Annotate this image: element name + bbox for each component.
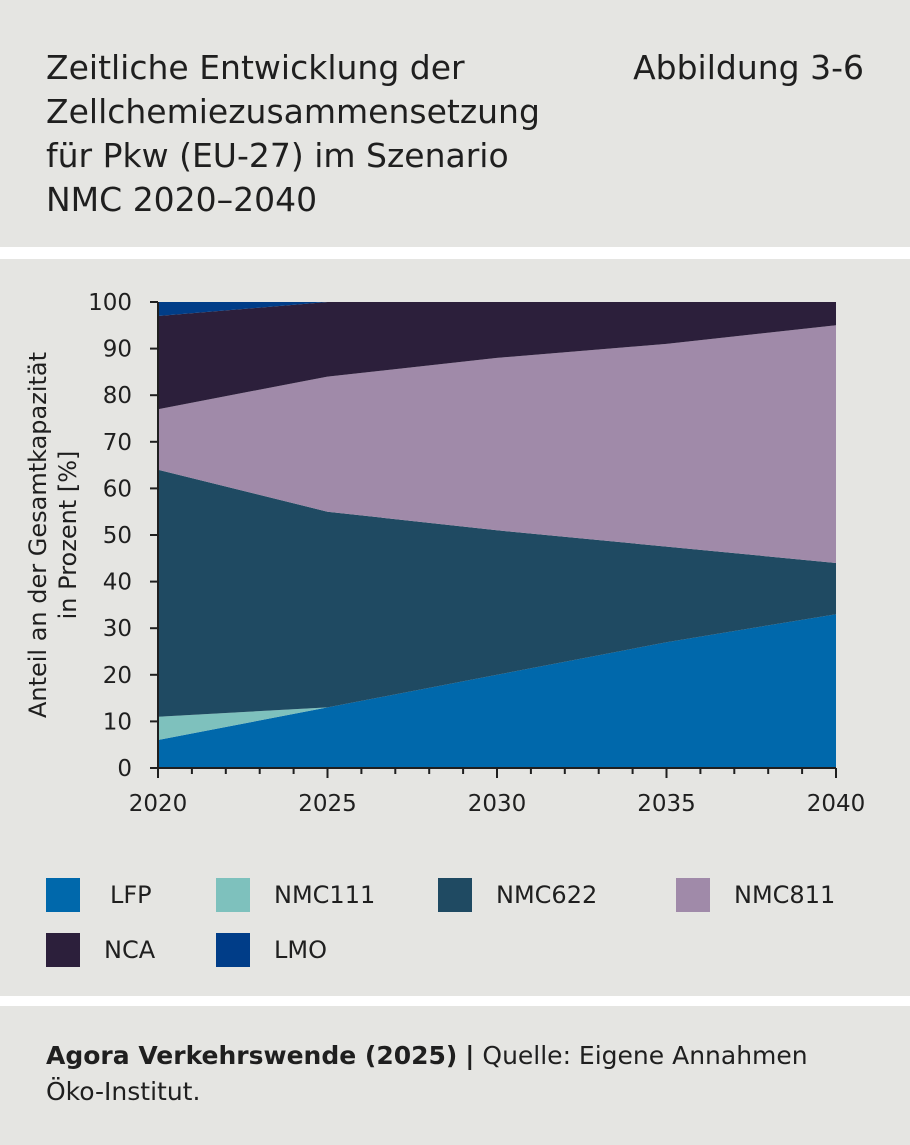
legend-label: LMO	[274, 936, 327, 964]
legend-item-nmc811: NMC811	[676, 877, 835, 913]
legend-swatch	[216, 933, 250, 967]
y-tick-label: 10	[103, 709, 132, 735]
y-tick-label: 90	[103, 337, 132, 363]
legend-item-nmc111: NMC111	[216, 877, 375, 913]
legend-item-nmc622: NMC622	[438, 877, 597, 913]
y-tick-label: 40	[103, 570, 132, 596]
area-nmc622	[158, 469, 836, 717]
y-tick-label: 30	[103, 616, 132, 642]
legend-label: NCA	[104, 936, 156, 964]
legend-swatch	[216, 878, 250, 912]
area-nmc811	[158, 325, 836, 563]
y-tick-label: 70	[103, 430, 132, 456]
y-tick-label: 80	[103, 383, 132, 409]
y-axis-label-line: in Prozent [%]	[54, 451, 82, 620]
source-separator: |	[465, 1041, 475, 1070]
footer-panel: Agora Verkehrswende (2025) | Quelle: Eig…	[0, 1006, 910, 1145]
y-axis-label-line: Anteil an der Gesamtkapazität	[24, 352, 52, 718]
chart-panel: 0 10 20 30 40 50 60 70 80 90 100 2020 2025 2030 2035 20…	[0, 259, 910, 996]
y-tick-label: 100	[88, 290, 132, 316]
area-lmo	[158, 302, 836, 316]
chart-legend: LFP NMC111 NMC622 NMC811 NCA LMO	[0, 865, 910, 985]
chart-title: Zeitliche Entwicklung der Zellchemiezusa…	[46, 48, 540, 219]
area-lfp	[158, 614, 836, 768]
y-tick-label: 20	[103, 663, 132, 689]
y-tick-label: 50	[103, 523, 132, 549]
x-tick-label: 2030	[468, 791, 527, 817]
legend-swatch	[676, 878, 710, 912]
source-note: Agora Verkehrswende (2025) | Quelle: Eig…	[46, 1038, 866, 1110]
x-tick-label: 2020	[129, 791, 188, 817]
legend-label: NMC111	[274, 881, 376, 909]
legend-swatch	[46, 933, 80, 967]
legend-label: LFP	[110, 881, 152, 909]
area-nca	[158, 302, 836, 410]
x-tick-label: 2035	[637, 791, 696, 817]
legend-item-lmo: LMO	[216, 932, 327, 968]
header-panel: Zeitliche Entwicklung der Zellchemiezusa…	[0, 0, 910, 247]
legend-label: NMC622	[496, 881, 598, 909]
publisher: Agora Verkehrswende (2025)	[46, 1041, 458, 1070]
y-tick-label: 60	[103, 476, 132, 502]
figure-label: Abbildung 3-6	[633, 48, 864, 87]
source-text: Quelle: Eigene Annahmen Öko-Institut.	[46, 1041, 808, 1106]
x-tick-label: 2040	[807, 791, 866, 817]
legend-swatch	[46, 878, 80, 912]
x-tick-label: 2025	[298, 791, 357, 817]
legend-item-nca: NCA	[46, 932, 155, 968]
legend-swatch	[438, 878, 472, 912]
y-axis-label: Anteil an der Gesamtkapazität in Prozent …	[24, 352, 82, 718]
legend-label: NMC811	[734, 881, 836, 909]
legend-item-lfp: LFP	[46, 877, 152, 913]
y-tick-label: 0	[117, 756, 132, 782]
